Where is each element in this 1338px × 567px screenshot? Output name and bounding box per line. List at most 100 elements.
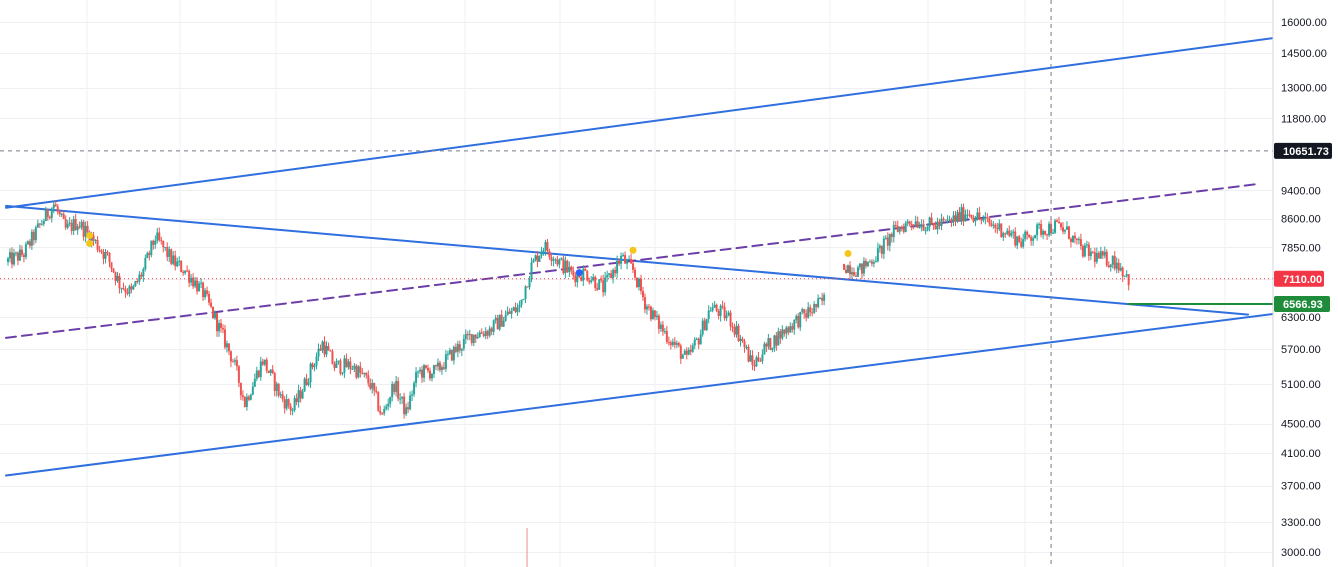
candle-body	[281, 394, 284, 400]
candle-body	[868, 261, 871, 263]
candle-body	[514, 307, 517, 313]
candle-body	[249, 394, 252, 400]
candle-body	[556, 259, 559, 265]
trendline[interactable]	[5, 37, 1273, 209]
candle-body	[98, 249, 101, 251]
candle-body	[108, 252, 111, 263]
candle-body	[239, 382, 242, 396]
candle-body	[866, 261, 869, 267]
candle-body	[950, 219, 953, 222]
candle-body	[271, 369, 274, 374]
candle-body	[385, 406, 388, 409]
candle-body	[1046, 234, 1049, 236]
candle-body	[610, 273, 613, 278]
candle-body	[647, 306, 650, 308]
candle-body	[634, 269, 637, 278]
candle-body	[896, 225, 899, 232]
candle-body	[566, 260, 569, 273]
candle-body	[462, 338, 465, 349]
candle-body	[174, 255, 177, 267]
candle-body	[858, 263, 861, 268]
candle-body	[34, 227, 37, 241]
candle-body	[912, 224, 915, 226]
candle-body	[132, 286, 135, 290]
candle-body	[261, 361, 264, 365]
candle-body	[176, 261, 179, 267]
candle-body	[1012, 231, 1015, 234]
candle-body	[60, 213, 63, 215]
candle-body	[564, 260, 567, 274]
level-price-badge	[1274, 295, 1330, 312]
candle-body	[162, 240, 165, 248]
candle-body	[743, 341, 746, 348]
candle-body	[90, 235, 93, 244]
candle-body	[679, 345, 682, 359]
candle-body	[956, 212, 959, 222]
candle-body	[377, 392, 380, 411]
candle-body	[626, 259, 629, 264]
candle-body	[880, 245, 883, 254]
candle-body	[1038, 223, 1041, 225]
candle-body	[974, 219, 977, 222]
candle-body	[130, 286, 133, 290]
candle-body	[922, 224, 925, 231]
candle-body	[968, 214, 971, 216]
candle-body	[1042, 231, 1045, 235]
candle-body	[257, 370, 260, 377]
candle-body	[1000, 223, 1003, 237]
candle-body	[369, 383, 372, 389]
candle-body	[223, 329, 226, 348]
candle-body	[860, 263, 863, 274]
candle-body	[470, 334, 473, 344]
candle-body	[365, 372, 368, 376]
candle-body	[639, 278, 642, 291]
candle-body	[874, 261, 877, 263]
candle-body	[146, 253, 149, 258]
candle-body	[184, 270, 187, 274]
candle-body	[713, 304, 716, 308]
candle-body	[387, 403, 390, 407]
candle-body	[1054, 220, 1057, 233]
candle-body	[343, 358, 346, 373]
candle-body	[152, 240, 155, 245]
candle-body	[423, 365, 426, 378]
signal-markers	[86, 232, 852, 277]
candle-body	[371, 382, 374, 389]
y-tick-label: 5100.00	[1281, 379, 1321, 391]
candle-body	[351, 368, 354, 370]
candle-body	[104, 252, 107, 259]
candle-body	[359, 366, 362, 373]
candle-body	[452, 346, 455, 361]
candle-body	[478, 332, 481, 337]
candle-body	[154, 240, 157, 245]
candle-body	[843, 264, 846, 270]
candle-body	[419, 369, 422, 372]
candle-body	[275, 383, 278, 391]
candle-body	[494, 317, 497, 321]
candle-body	[307, 382, 310, 385]
candle-body	[293, 398, 296, 411]
candle-body	[872, 262, 875, 264]
candle-body	[421, 369, 424, 378]
candle-body	[140, 274, 143, 277]
trendline[interactable]	[5, 313, 1273, 477]
candle-body	[775, 335, 778, 346]
candle-body	[966, 214, 969, 216]
candle-body	[560, 258, 563, 260]
candle-body	[329, 350, 332, 352]
candle-body	[321, 341, 324, 351]
candle-body	[978, 212, 981, 219]
candle-body	[711, 307, 714, 311]
candle-body	[106, 252, 109, 254]
candle-body	[1014, 231, 1017, 246]
candle-body	[773, 335, 776, 349]
candle-body	[58, 211, 61, 215]
candle-body	[632, 263, 635, 270]
candle-body	[1060, 223, 1062, 228]
candle-body	[990, 223, 993, 226]
candle-body	[675, 343, 678, 345]
trendlines[interactable]	[5, 37, 1273, 477]
candle-body	[474, 334, 477, 339]
candle-body	[677, 343, 680, 346]
